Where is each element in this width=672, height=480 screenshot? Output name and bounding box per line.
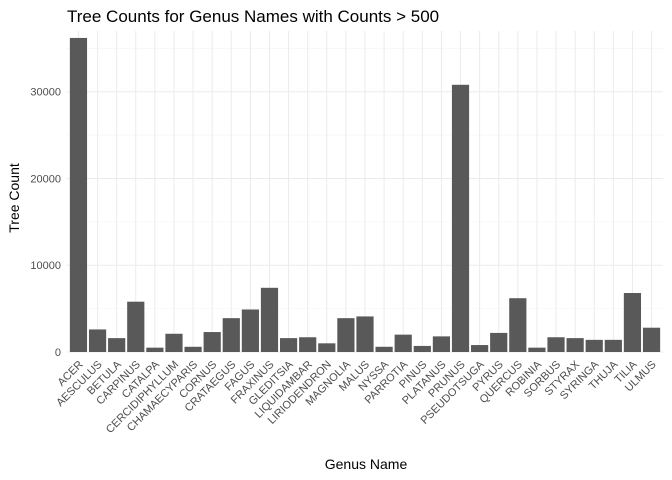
bars (69, 37, 661, 353)
bar-pyrus (490, 332, 508, 352)
grid (67, 31, 663, 353)
bar-thuja (604, 339, 622, 352)
bar-pinus (413, 345, 431, 352)
bar-styrax (566, 338, 584, 352)
bar-prunus (451, 84, 470, 353)
bar-nyssa (375, 346, 393, 352)
bar-chamaecyparis (184, 346, 202, 352)
bar-pseudotsuga (471, 345, 489, 352)
bar-liriodendron (318, 343, 336, 352)
bar-cercidiphyllum (165, 333, 183, 352)
y-tick-label: 30000 (30, 87, 61, 99)
bar-parrotia (394, 334, 412, 352)
bar-magnolia (337, 318, 355, 352)
bar-ulmus (642, 327, 661, 352)
bar-carpinus (127, 301, 145, 352)
bar-gleditsia (279, 338, 298, 352)
y-tick-label: 0 (55, 347, 61, 359)
bar-syringa (585, 339, 603, 352)
y-tick-label: 20000 (30, 173, 61, 185)
bar-acer (69, 37, 88, 352)
bar-crataegus (222, 318, 240, 352)
y-tick-label: 10000 (30, 260, 61, 272)
y-axis-ticks: 0 10000 20000 30000 (30, 87, 61, 359)
bar-aesculus (88, 329, 107, 352)
bar-tilia (623, 293, 642, 352)
y-axis-title: Tree Count (6, 163, 22, 233)
x-axis-ticks: ACERAESCULUSBETULACARPINUSCATALPACERCIDI… (54, 358, 658, 436)
chart-title: Tree Counts for Genus Names with Counts … (67, 7, 439, 26)
bar-quercus (509, 298, 527, 352)
x-axis-title: Genus Name (325, 456, 408, 472)
bar-sorbus (547, 337, 565, 352)
bar-fagus (241, 309, 259, 352)
bar-robinia (528, 347, 546, 352)
bar-cornus (203, 332, 221, 352)
bar-malus (356, 316, 374, 352)
bar-catalpa (146, 347, 164, 352)
bar-liquidambar (299, 337, 317, 352)
bar-betula (108, 338, 126, 352)
bar-fraxinus (260, 287, 279, 352)
bar-platanus (432, 336, 451, 352)
